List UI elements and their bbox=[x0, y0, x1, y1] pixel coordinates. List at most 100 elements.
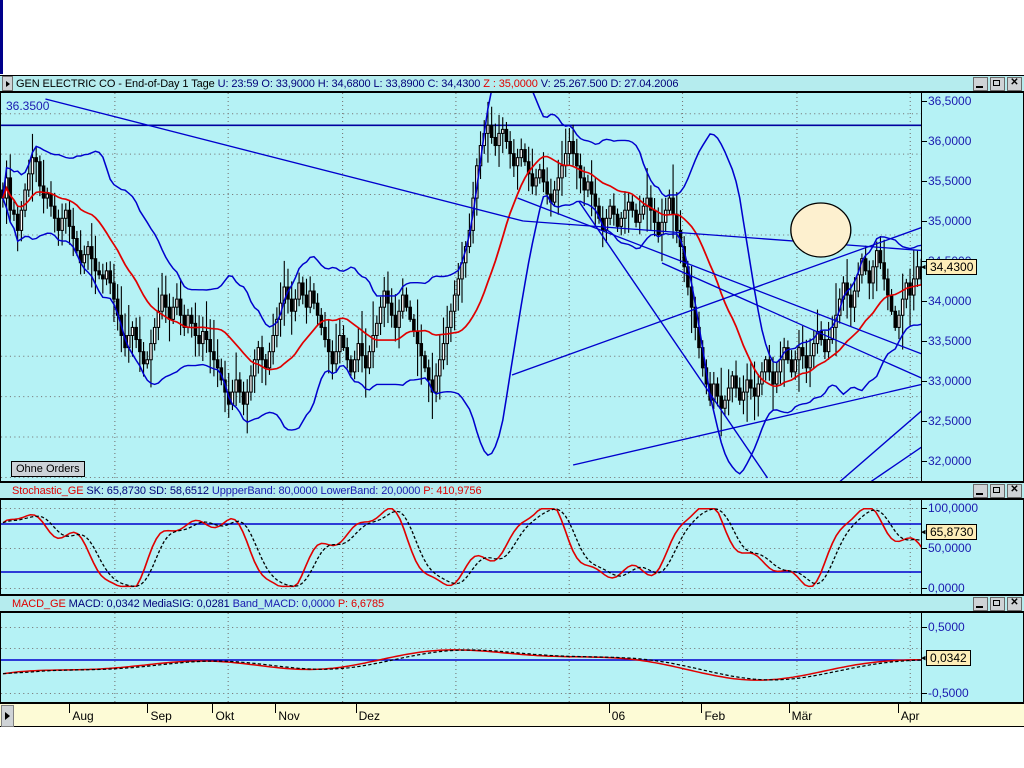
candle-body bbox=[571, 141, 575, 155]
chart-scroll-left-button[interactable] bbox=[1, 705, 14, 727]
macd-pane[interactable]: 0,5000 -0,5000 ◂ 0,0342 bbox=[0, 612, 1024, 703]
stochastic-close-button[interactable]: ✕ bbox=[1007, 484, 1022, 498]
price-axis-tick-mark bbox=[922, 461, 927, 462]
trendline-0[interactable] bbox=[45, 98, 524, 222]
date-axis[interactable]: Aug Sep Okt Nov Dez 06 Feb Mär Apr bbox=[0, 703, 1024, 727]
candle-body bbox=[86, 246, 90, 256]
candle-body bbox=[204, 330, 209, 341]
macd-axis-current-value-badge[interactable]: 0,0342 bbox=[926, 650, 971, 666]
candle-body bbox=[326, 339, 331, 353]
candlestick-series[interactable] bbox=[1, 101, 1023, 437]
price-axis[interactable]: 36,500036,000035,500035,000034,500034,00… bbox=[921, 93, 1023, 481]
macd-axis-tick-label: 0,5000 bbox=[928, 620, 965, 634]
price-plot-canvas[interactable] bbox=[1, 93, 1023, 481]
candle-body bbox=[419, 343, 424, 357]
price-maximize-button[interactable] bbox=[990, 77, 1005, 91]
macd-titlebar[interactable]: MACD_GE MACD: 0,0342 MediaSIG: 0,0281 Ba… bbox=[0, 595, 1024, 612]
candle-body bbox=[338, 335, 342, 353]
candle-body bbox=[845, 282, 849, 296]
candle-body bbox=[212, 351, 216, 361]
moving-average-line bbox=[2, 155, 1022, 388]
macd-plot-canvas[interactable] bbox=[1, 613, 1023, 702]
candle-body bbox=[663, 209, 668, 223]
price-axis-tick-mark bbox=[922, 421, 927, 422]
candle-body bbox=[341, 335, 346, 349]
price-close-button[interactable]: ✕ bbox=[1007, 77, 1022, 91]
candle-body bbox=[375, 322, 379, 336]
candle-body bbox=[108, 270, 113, 284]
candle-body bbox=[34, 157, 38, 163]
candle-body bbox=[563, 153, 568, 167]
candle-body bbox=[652, 209, 657, 223]
price-axis-tick-label: 33,5000 bbox=[928, 334, 972, 348]
macd-close-button[interactable]: ✕ bbox=[1007, 597, 1022, 611]
stochastic-window-controls[interactable]: ✕ bbox=[973, 484, 1022, 498]
price-axis-tick-mark bbox=[922, 141, 927, 142]
candle-body bbox=[789, 359, 794, 373]
price-axis-tick-label: 33,0000 bbox=[928, 374, 972, 388]
macd-axis[interactable]: 0,5000 -0,5000 ◂ 0,0342 bbox=[921, 613, 1023, 702]
candle-body bbox=[541, 169, 546, 183]
candle-body bbox=[771, 371, 775, 385]
candle-body bbox=[656, 221, 661, 235]
candle-body bbox=[578, 165, 583, 179]
candle-body bbox=[512, 153, 516, 167]
macd-maximize-button[interactable] bbox=[990, 597, 1005, 611]
price-axis-tick-label: 32,5000 bbox=[928, 414, 972, 428]
price-chart-menu-arrow[interactable] bbox=[2, 76, 13, 91]
candle-body bbox=[389, 302, 394, 316]
title-segment-1: U: 23:59 bbox=[217, 77, 262, 90]
candle-body bbox=[441, 343, 446, 361]
price-axis-tick-mark bbox=[922, 301, 927, 302]
candle-body bbox=[371, 335, 375, 353]
candle-body bbox=[486, 124, 490, 134]
candle-body bbox=[145, 359, 150, 365]
stochastic-axis-tick-label: 50,0000 bbox=[928, 541, 972, 555]
candle-body bbox=[530, 173, 535, 187]
candle-body bbox=[323, 326, 327, 341]
price-chart-titlebar[interactable]: GEN ELECTRIC CO - End-of-Day 1 Tage U: 2… bbox=[0, 75, 1024, 92]
title-segment-2: MediaSIG: 0,0281 bbox=[142, 597, 233, 610]
stochastic-minimize-button[interactable] bbox=[973, 484, 988, 498]
candle-body bbox=[878, 250, 883, 264]
candle-body bbox=[671, 197, 675, 215]
candle-body bbox=[56, 217, 61, 231]
stochastic-maximize-button[interactable] bbox=[990, 484, 1005, 498]
price-axis-current-value-badge[interactable]: 34,4300 bbox=[926, 259, 978, 275]
annotation-ellipse[interactable] bbox=[790, 202, 852, 258]
macd-minimize-button[interactable] bbox=[973, 597, 988, 611]
price-chart-pane[interactable]: 36.3500 Ohne Orders 36,5000 36,0000 35,500… bbox=[0, 92, 1024, 482]
macd-window-controls[interactable]: ✕ bbox=[973, 597, 1022, 611]
candle-body bbox=[201, 330, 205, 345]
candle-body bbox=[774, 371, 779, 385]
candle-body bbox=[412, 318, 416, 332]
candle-body bbox=[345, 347, 349, 361]
stochastic-axis-tick-mark bbox=[922, 548, 927, 549]
price-axis-tick-mark bbox=[922, 261, 927, 262]
candle-body bbox=[178, 298, 183, 316]
stochastic-axis[interactable]: 100,0000 50,0000 0,0000 ◂ 65,8730 bbox=[921, 500, 1023, 594]
candle-body bbox=[167, 306, 172, 320]
candle-body bbox=[619, 217, 624, 227]
trendline-3[interactable] bbox=[578, 200, 769, 479]
candle-body bbox=[615, 213, 620, 227]
stochastic-axis-current-value-badge[interactable]: 65,8730 bbox=[926, 524, 978, 540]
stochastic-pane[interactable]: 100,0000 50,0000 0,0000 ◂ 65,8730 bbox=[0, 499, 1024, 595]
candle-body bbox=[493, 136, 498, 147]
bollinger-upper-band bbox=[2, 93, 1022, 364]
stochastic-plot-canvas[interactable] bbox=[1, 500, 1023, 594]
candle-body bbox=[256, 347, 261, 361]
ohne-orders-button[interactable]: Ohne Orders bbox=[11, 461, 85, 477]
date-tick-mark bbox=[701, 704, 703, 713]
candle-body bbox=[141, 351, 146, 365]
candle-body bbox=[82, 254, 87, 264]
candle-body bbox=[208, 339, 212, 353]
price-minimize-button[interactable] bbox=[973, 77, 988, 91]
price-window-controls[interactable]: ✕ bbox=[973, 77, 1022, 91]
candle-body bbox=[367, 351, 372, 369]
stochastic-titlebar[interactable]: Stochastic_GE SK: 65,8730 SD: 58,6512 Up… bbox=[0, 482, 1024, 499]
candle-body bbox=[400, 294, 405, 312]
candle-body bbox=[171, 306, 175, 320]
date-tick-label: Okt bbox=[215, 709, 235, 723]
